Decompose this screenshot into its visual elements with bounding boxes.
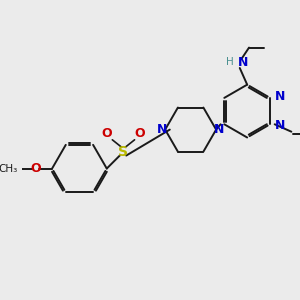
Text: CH₃: CH₃ [0,164,18,173]
Text: O: O [135,127,146,140]
Text: O: O [101,127,112,140]
Text: N: N [238,56,248,69]
Text: H: H [226,57,233,68]
Text: N: N [214,123,224,136]
Text: N: N [275,119,285,132]
Text: S: S [118,145,128,159]
Text: N: N [275,90,285,104]
Text: O: O [30,162,41,175]
Text: N: N [157,123,168,136]
